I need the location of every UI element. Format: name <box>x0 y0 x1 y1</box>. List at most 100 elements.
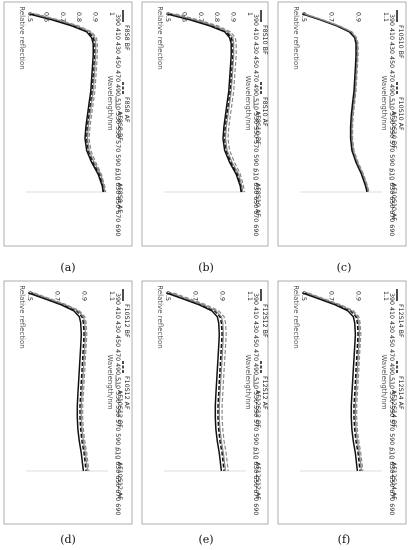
legend-label: F10S12 BF <box>123 304 130 338</box>
series-line-af10s12-af <box>33 292 90 472</box>
x-tick-labels: 390 410 430 450 470 490 510 530 550 570 … <box>388 14 395 236</box>
y-tick-label: 0.7 <box>53 291 60 301</box>
legend-label: F12S14 BF <box>397 304 404 338</box>
legend-label: F10S10 BF <box>397 25 404 59</box>
y-axis-title: Relative reflection <box>18 6 26 69</box>
series-line-f8s8-af <box>32 13 105 193</box>
x-tick-labels: 390 410 430 450 470 490 510 530 550 570 … <box>388 293 395 515</box>
series-line-af8s10-bf <box>172 13 244 193</box>
x-axis-title: Wavelength/nm <box>106 75 114 130</box>
y-tick-label: 0.9 <box>81 291 88 301</box>
x-axis-title: Wavelength/nm <box>106 354 114 409</box>
legend-label: F8S8 BF <box>123 25 130 51</box>
y-tick-label: 0.9 <box>355 12 362 22</box>
legend-label: F8S10 BF <box>261 25 268 55</box>
legend-label: AF12S12 BF <box>254 390 261 428</box>
legend-label: AF8S8 BF <box>116 111 123 141</box>
y-axis-title: Relative reflection <box>292 285 300 348</box>
x-axis-title: Wavelength/nm <box>380 354 388 409</box>
chart-panel-e: 0.5 0.7 0.9 1.1 390 410 430 450 470 490 510 … <box>141 280 269 525</box>
y-tick-label: 0.5 <box>300 12 307 22</box>
chart-panel-a: 0.5 0.6 0.7 0.8 0.9 1 390 410 430 450 470 490 … <box>3 1 133 247</box>
series-line-f12s12-bf <box>166 292 223 472</box>
series-line-af10s10-af <box>305 13 370 193</box>
panel-frame <box>3 1 133 247</box>
y-tick-label: 0.9 <box>219 291 226 301</box>
legend-label: F12S12 BF <box>261 304 268 338</box>
chart-panel-f: 0.5 0.7 0.9 1.1 390 410 430 450 470 490 510 … <box>277 280 407 525</box>
panel-frame <box>141 280 269 525</box>
y-tick-label: 0.7 <box>327 291 334 301</box>
x-axis-title: Wavelength/nm <box>244 75 252 130</box>
y-tick-label: 1 <box>246 12 253 16</box>
legend-label: F12S12 AF <box>261 376 268 410</box>
y-axis-title: Relative reflection <box>156 285 164 348</box>
series-line-f10s12-bf <box>28 292 85 472</box>
legend-label: F8S8 AF <box>123 97 130 123</box>
legend-label: AF12S14 BF <box>390 390 397 428</box>
y-tick-label: 0.5 <box>164 12 171 22</box>
y-tick-label: 0.7 <box>327 12 334 22</box>
panel-label-a: (a) <box>60 261 75 274</box>
panel-label-f: (f) <box>338 533 351 546</box>
y-tick-label: 1.1 <box>382 291 389 301</box>
panel-label-c: (c) <box>337 261 352 274</box>
y-tick-label: 1.1 <box>108 291 115 301</box>
x-tick-labels: 390 410 430 450 470 490 510 530 550 570 … <box>114 293 121 515</box>
x-axis-title: Wavelength/nm <box>380 75 388 130</box>
x-axis-title: Wavelength/nm <box>244 354 252 409</box>
y-tick-label: 0.7 <box>191 291 198 301</box>
y-tick-label: 0.5 <box>26 12 33 22</box>
chart-panel-d: 0.5 0.7 0.9 1.1 390 410 430 450 470 490 510 … <box>3 280 133 525</box>
series-line-af8s10-af <box>175 13 245 193</box>
y-tick-label: 0.8 <box>213 12 220 22</box>
legend-label: AF10S10 BF <box>390 111 397 149</box>
y-tick-label: 1 <box>108 12 115 16</box>
legend-label: AF10S10 AF <box>390 183 397 221</box>
series-line-af10s12-bf <box>32 292 89 472</box>
panel-label-d: (d) <box>60 533 76 546</box>
y-tick-label: 0.5 <box>164 291 171 301</box>
x-tick-labels: 390 410 430 450 470 490 510 530 550 570 … <box>252 293 259 515</box>
y-tick-label: 0.9 <box>92 12 99 22</box>
x-tick-labels: 390 410 430 450 470 490 510 530 550 570 … <box>114 14 121 236</box>
legend-label: F12S14 AF <box>397 376 404 410</box>
legend-label: AF10S12 AF <box>116 462 123 500</box>
y-tick-label: 0.9 <box>355 291 362 301</box>
y-tick-label: 0.5 <box>300 291 307 301</box>
panel-frame <box>277 280 407 525</box>
y-axis-title: Relative reflection <box>292 6 300 69</box>
series-line-af8s8-bf <box>34 13 106 193</box>
legend-label: AF8S8 AF <box>116 183 123 213</box>
series-line-af8s8-af <box>35 13 107 193</box>
x-tick-labels: 390 410 430 450 470 490 510 530 550 570 … <box>252 14 259 236</box>
panel-frame <box>277 1 407 247</box>
y-tick-label: 0.9 <box>230 12 237 22</box>
legend-label: F10S10 AF <box>397 97 404 131</box>
y-tick-label: 0.7 <box>59 12 66 22</box>
y-tick-label: 1.1 <box>246 291 253 301</box>
legend-label: AF8S10 BF <box>254 111 261 145</box>
series-line-af12s12-af <box>173 292 229 472</box>
y-axis-title: Relative reflection <box>18 285 26 348</box>
series-line-f12s14-bf <box>302 292 359 472</box>
legend-label: AF8S10 AF <box>254 183 261 217</box>
panel-label-b: (b) <box>198 261 214 274</box>
legend-label: AF12S14 AF <box>390 462 397 500</box>
y-tick-label: 1.1 <box>382 12 389 22</box>
series-line-af12s12-bf <box>170 292 227 472</box>
chart-panel-b: 0.5 0.6 0.7 0.8 0.9 1 390 410 430 450 470 490 … <box>141 1 269 247</box>
panel-frame <box>3 280 133 525</box>
legend-label: AF10S12 BF <box>116 390 123 428</box>
chart-panel-c: 0.5 0.7 0.9 1.1 390 410 430 450 470 490 510 … <box>277 1 407 247</box>
series-line-f8s10-af <box>170 13 243 193</box>
y-tick-label: 0.7 <box>197 12 204 22</box>
legend-label: F10S12 AF <box>123 376 130 410</box>
panel-label-e: (e) <box>198 533 213 546</box>
y-axis-title: Relative reflection <box>156 6 164 69</box>
y-tick-label: 0.5 <box>26 291 33 301</box>
y-tick-label: 0.8 <box>75 12 82 22</box>
panel-frame <box>141 1 269 247</box>
legend-label: F8S10 AF <box>261 97 268 127</box>
